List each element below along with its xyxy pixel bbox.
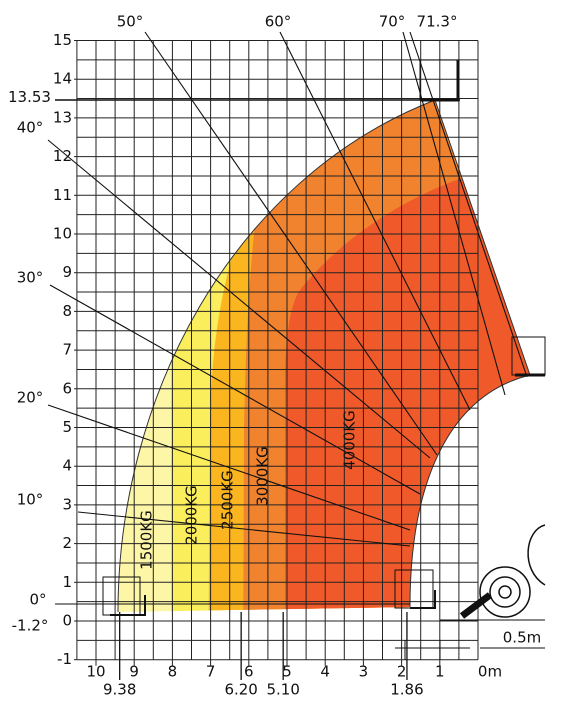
- y-tick-label: 8: [62, 302, 72, 320]
- reach-marker: 1.86: [390, 681, 423, 699]
- load-label: 1500KG: [138, 510, 156, 570]
- angle-label: 60°: [265, 13, 292, 31]
- angle-lines: [47, 31, 528, 680]
- scale-label: 0.5m: [503, 629, 541, 647]
- height-marker: 13.53: [8, 88, 51, 106]
- angle-line: [77, 511, 411, 547]
- x-origin-label: 0m: [478, 663, 502, 681]
- y-tick-label: 6: [62, 379, 72, 397]
- load-label: 2500KG: [219, 470, 237, 530]
- envelope: [117, 99, 531, 613]
- angle-label: -1.2°: [12, 617, 49, 635]
- load-label: 2000KG: [183, 485, 201, 545]
- y-tick-label: 11: [53, 186, 72, 204]
- y-tick-label: 2: [62, 534, 72, 552]
- y-tick-label: 14: [53, 70, 72, 88]
- x-tick-label: 2: [397, 663, 407, 681]
- y-tick-label: 13: [53, 108, 72, 126]
- x-tick-label: 5: [282, 663, 292, 681]
- x-tick-label: 4: [320, 663, 330, 681]
- x-tick-label: 6: [244, 663, 254, 681]
- y-tick-label: 7: [62, 341, 72, 359]
- y-tick-label: 9: [62, 263, 72, 281]
- y-tick-label: 12: [53, 147, 72, 165]
- angle-label: 50°: [117, 13, 144, 31]
- angle-line: [49, 284, 421, 495]
- angle-label: 10°: [17, 491, 44, 509]
- angle-label: 40°: [17, 119, 44, 137]
- y-tick-label: -1: [57, 650, 72, 668]
- x-tick-label: 7: [206, 663, 216, 681]
- reach-marker: 9.38: [103, 681, 136, 699]
- y-tick-label: 10: [53, 225, 72, 243]
- angle-line: [279, 31, 471, 411]
- load-label: 4000KG: [341, 410, 359, 470]
- angle-label: 70°: [379, 13, 406, 31]
- y-tick-label: 3: [62, 495, 72, 513]
- y-tick-label: 0: [62, 612, 72, 630]
- angle-label: 71.3°: [417, 13, 458, 31]
- x-tick-label: 9: [129, 663, 139, 681]
- machine: [55, 59, 546, 660]
- angle-line: [144, 31, 438, 456]
- angle-label: 0°: [29, 591, 46, 609]
- grid: [74, 40, 479, 666]
- angle-label: 30°: [17, 269, 44, 287]
- x-tick-label: 8: [168, 663, 178, 681]
- x-tick-label: 1: [435, 663, 445, 681]
- y-tick-label: 15: [53, 31, 72, 49]
- reach-marker: 5.10: [266, 681, 299, 699]
- angle-line: [409, 31, 528, 378]
- x-tick-label: 3: [359, 663, 369, 681]
- reach-marker: 6.20: [224, 681, 257, 699]
- y-tick-label: 5: [62, 418, 72, 436]
- x-tick-label: 10: [86, 663, 105, 681]
- y-tick-label: 1: [62, 573, 72, 591]
- load-label: 3000KG: [254, 446, 272, 506]
- angle-line: [47, 139, 431, 459]
- angle-label: 20°: [17, 389, 44, 407]
- angle-line: [47, 404, 411, 531]
- y-tick-label: 4: [62, 457, 72, 475]
